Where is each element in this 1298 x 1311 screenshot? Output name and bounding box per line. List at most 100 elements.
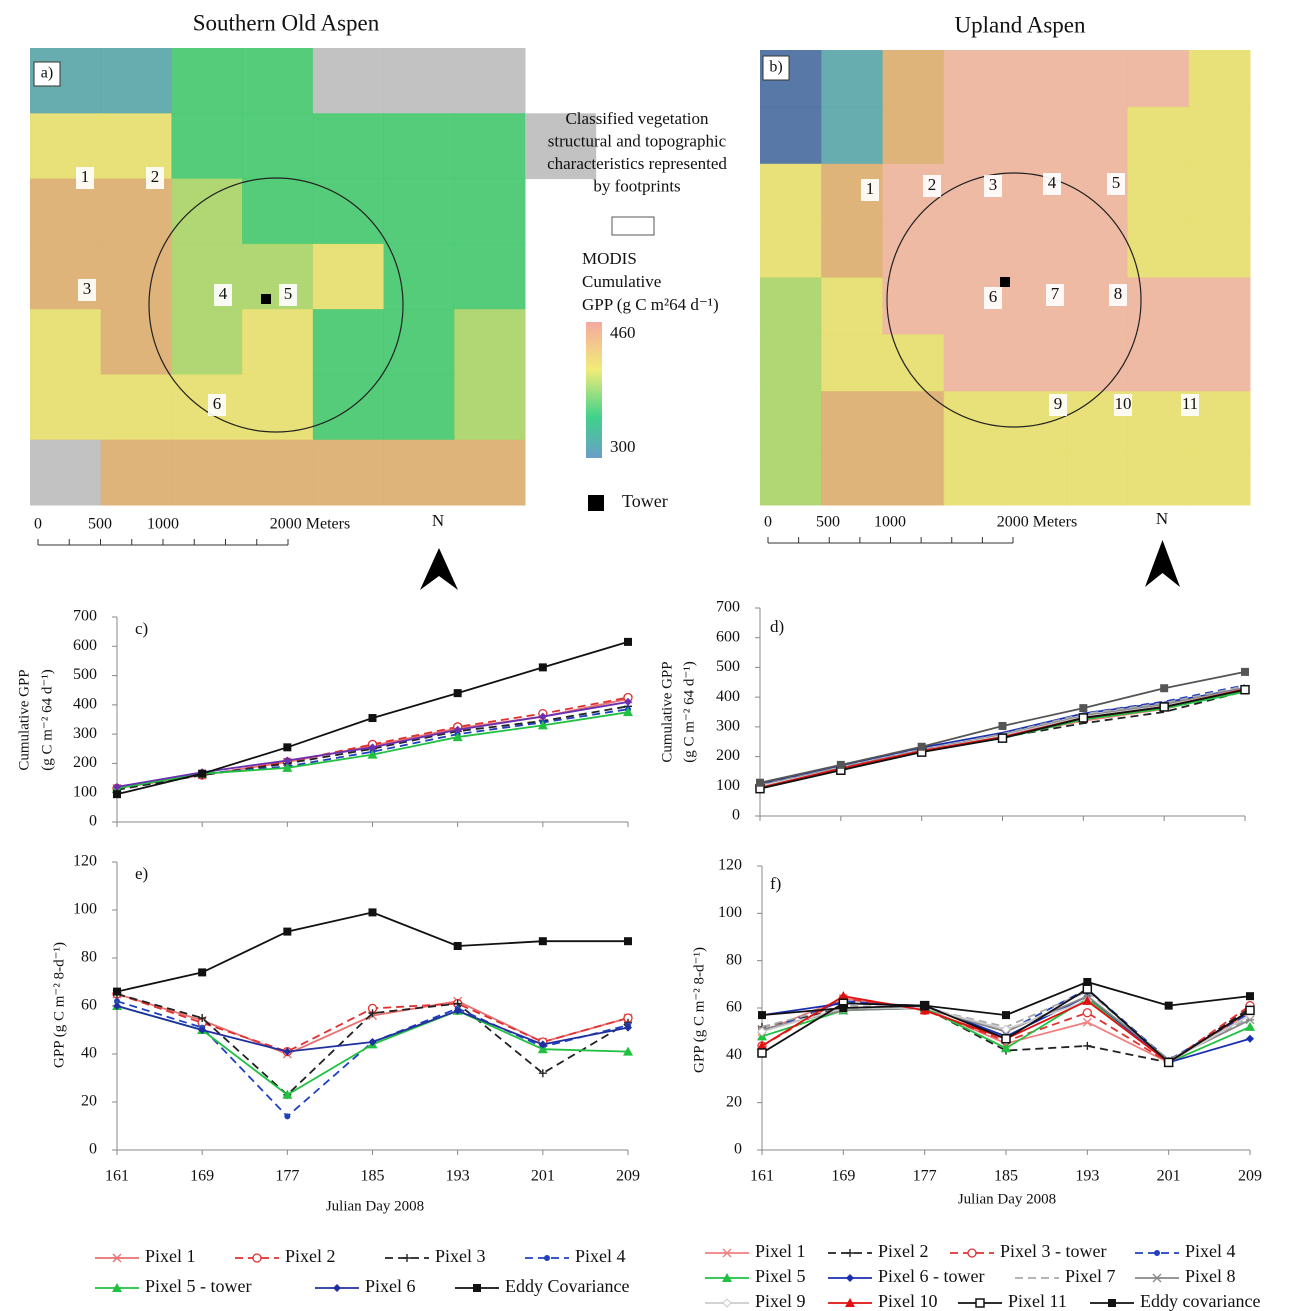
y-tick-label: 400 [716,688,740,705]
marker [623,707,633,716]
map-cell [313,309,384,375]
map-cell [944,107,1006,164]
scale-label: 500 [88,516,112,533]
marker [283,928,291,936]
map-cell [1189,278,1251,335]
map-cell [171,440,242,506]
map-cell [384,244,455,310]
map-cell [883,334,945,391]
map-cell [1128,107,1190,164]
map-cell [242,48,313,114]
marker [1079,704,1087,712]
map-cell [454,374,525,440]
pixel-label: 4 [219,284,228,303]
figure: Tower Southern Old Aspena)12345605001000… [0,0,1298,1311]
y-tick-label: 100 [718,904,742,921]
map-cell [454,179,525,245]
legend-text: by footprints [593,176,680,195]
legend-text: Cumulative [582,272,661,291]
map-cell [760,164,822,221]
map-cell [760,334,822,391]
legend-text: structural and topographic [548,131,727,150]
legend-label: Pixel 3 - tower [1000,1241,1106,1261]
marker [1165,1002,1173,1010]
map-cell [1005,448,1067,505]
legend-label: Pixel 1 [145,1246,196,1266]
marker [198,968,206,976]
map-cell [30,309,101,375]
marker [1083,1009,1091,1017]
marker [921,1002,929,1010]
map-cell [313,374,384,440]
map-cell [171,179,242,245]
y-axis-label: Cumulative GPP [659,661,675,762]
map-cell [760,107,822,164]
y-tick-label: 200 [73,754,97,771]
marker [454,942,462,950]
scale-label: 0 [764,514,772,531]
map-cell [454,440,525,506]
legend-text: characteristics represented [547,154,727,173]
north-label: N [1156,509,1168,528]
map-cell [883,278,945,335]
map-cell [1128,391,1190,448]
north-label: N [432,511,444,530]
map-cell [944,50,1006,107]
map-cell [821,391,883,448]
pixel-label: 5 [1112,173,1121,192]
map-cell [1189,50,1251,107]
pixel-label: 1 [81,167,90,186]
y-tick-label: 400 [73,696,97,713]
colorbar [586,322,602,458]
y-tick-label: 80 [81,949,97,966]
scale-label: 1000 [874,514,906,531]
legend-label: Pixel 8 [1185,1266,1236,1286]
y-tick-label: 600 [73,637,97,654]
legend-marker [723,1299,731,1307]
map-cell [30,440,101,506]
marker [837,761,845,769]
y-tick-label: 0 [89,813,97,830]
legend-marker [333,1284,341,1292]
legend-label: Pixel 1 [755,1241,806,1261]
marker [1083,985,1091,993]
y-axis-label: (g C m⁻² 64 d⁻¹) [39,669,55,771]
pixel-label: 8 [1114,284,1123,303]
y-tick-label: 0 [732,807,740,824]
map-cell [944,334,1006,391]
legend-label: Pixel 10 [878,1291,938,1311]
map-cell [384,179,455,245]
legend-marker [1108,1299,1116,1307]
y-tick-label: 60 [726,999,742,1016]
x-tick-label: 161 [750,1168,774,1185]
map-cell [313,113,384,179]
map-cell [171,48,242,114]
pixel-label: 5 [284,284,293,303]
map-cell [1066,107,1128,164]
y-tick-label: 80 [726,951,742,968]
map-cell [242,113,313,179]
pixel-label: 2 [151,167,160,186]
marker [1165,1058,1173,1066]
y-axis-label: GPP (g C m⁻² 8-d⁻¹) [691,947,707,1073]
y-tick-label: 300 [716,718,740,735]
map-cell [1189,448,1251,505]
legend-label: Eddy Covariance [505,1276,629,1296]
map-cell [242,179,313,245]
map-cell [821,221,883,278]
marker [624,937,632,945]
y-tick-label: 120 [718,857,742,874]
y-tick-label: 0 [734,1141,742,1158]
map-cell [883,448,945,505]
pixel-label: 7 [1051,284,1060,303]
x-axis-label: Julian Day 2008 [326,1198,424,1214]
x-tick-label: 185 [361,1168,385,1185]
y-tick-label: 40 [81,1045,97,1062]
map-cell [171,309,242,375]
map-cell [454,244,525,310]
map-cell [454,113,525,179]
y-tick-label: 200 [716,747,740,764]
pixel-label: 11 [1182,394,1198,413]
y-tick-label: 100 [73,783,97,800]
map-cell [760,448,822,505]
